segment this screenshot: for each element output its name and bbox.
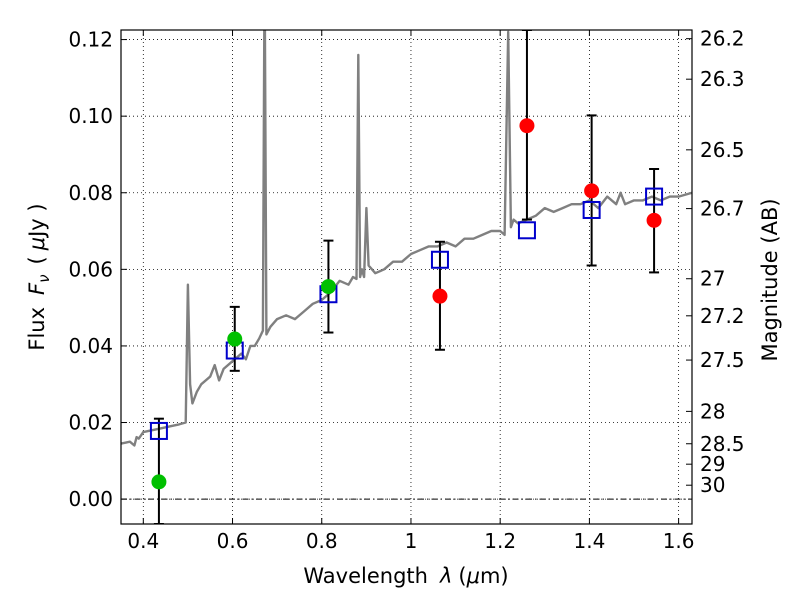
magnitude-tick-label: 27.2 [700,304,745,328]
observed-flux-point [320,279,336,295]
observed-flux-point [151,474,167,490]
observed-flux-point [646,212,662,228]
model-photometry-square [645,187,664,206]
y-tick-label: 0.02 [68,411,113,435]
magnitude-tick-label: 26.5 [700,138,745,162]
magnitude-tick-label: 27 [700,267,725,291]
x-tick-label: 0.6 [217,529,249,553]
x-tick-label: 0.8 [306,529,338,553]
plot-area [121,30,692,524]
x-tick-label: 0.4 [127,529,159,553]
y-tick-label: 0.08 [68,181,113,205]
x-tick-label: 1.6 [663,529,695,553]
model-photometry-square [430,250,449,269]
x-tick-label: 1 [405,529,418,553]
magnitude-tick-label: 30 [700,473,725,497]
magnitude-tick-label: 27.5 [700,348,745,372]
y-axis-ticks: 0.00 0.02 0.04 0.06 0.08 0.10 0.12 [68,28,127,511]
magnitude-tick-label: 29 [700,452,725,476]
magnitude-axis-label: Magnitude (AB) [758,198,782,361]
x-axis-ticks: 0.4 0.6 0.8 1 1.2 1.4 1.6 [127,30,695,553]
y-tick-label: 0.00 [68,487,113,511]
y-tick-label: 0.06 [68,257,113,281]
y-tick-label: 0.12 [68,28,113,52]
x-tick-label: 1.2 [484,529,516,553]
observed-flux-point [227,331,243,347]
magnitude-tick-label: 28.5 [700,432,745,456]
plot-frame [120,29,693,525]
model-photometry-square [149,421,168,440]
magnitude-tick-label: 26.2 [700,27,745,51]
observed-flux-point [519,118,535,134]
y-axis-label: FluxFν(μJy ) [25,203,53,350]
x-tick-label: 1.4 [573,529,605,553]
magnitude-tick-label: 26.7 [700,197,745,221]
observed-flux-point [432,288,448,304]
magnitude-tick-label: 26.3 [700,67,745,91]
model-photometry-square [582,200,601,219]
y-tick-label: 0.04 [68,334,113,358]
y-tick-label: 0.10 [68,104,113,128]
observed-flux-point [584,183,600,199]
magnitude-tick-label: 28 [700,399,725,423]
x-axis-label: Wavelength λ (μm) [303,564,508,588]
model-photometry-square [517,221,536,240]
model-spectrum-line [121,30,692,447]
